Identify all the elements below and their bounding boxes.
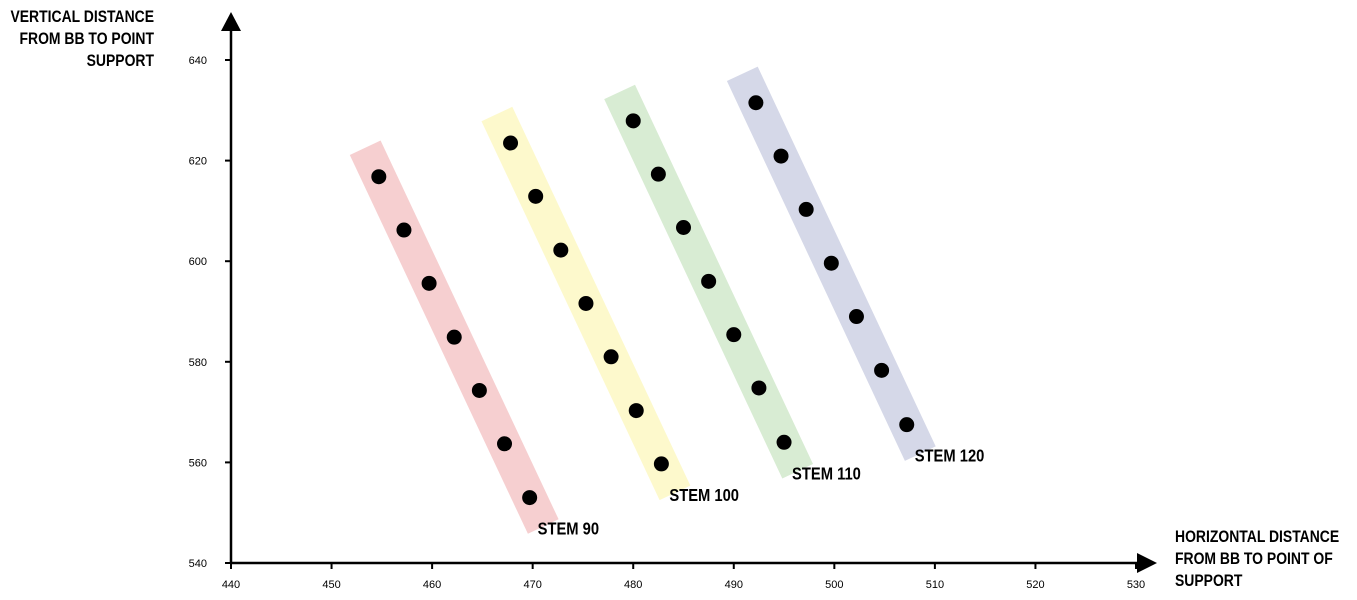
x-tick-label: 460 — [423, 579, 441, 591]
y-axis-title-line: SUPPORT — [86, 51, 154, 70]
x-tick-label: 470 — [523, 579, 541, 591]
series-label: STEM 100 — [669, 486, 739, 506]
x-tick-label: 520 — [1026, 579, 1044, 591]
data-point — [726, 327, 742, 343]
y-axis-title: VERTICAL DISTANCE FROM BB TO POINT SUPPO… — [0, 6, 154, 72]
data-point — [653, 456, 669, 472]
data-point — [497, 436, 513, 452]
x-axis-title-line: HORIZONTAL DISTANCE — [1175, 527, 1340, 546]
data-point — [553, 242, 569, 258]
data-point — [578, 295, 594, 311]
y-axis-arrow-icon — [221, 12, 241, 31]
x-tick-label: 440 — [222, 579, 240, 591]
x-axis-title-line: FROM BB TO POINT OF — [1175, 549, 1333, 568]
y-tick-label: 540 — [189, 558, 207, 570]
x-axis-arrow-icon — [1137, 553, 1157, 573]
x-tick-label: 450 — [322, 579, 340, 591]
x-tick-label: 500 — [825, 579, 843, 591]
y-axis-title-line: FROM BB TO POINT — [19, 29, 154, 48]
data-point — [503, 135, 519, 151]
data-point — [371, 169, 387, 185]
ticks: 440 450 460 470 480 490 500 510 520 530 540 560 580 6… — [189, 55, 1146, 591]
series-label: STEM 110 — [792, 464, 861, 484]
data-point — [701, 273, 717, 289]
x-tick-label: 510 — [926, 579, 944, 591]
y-axis-title-line: VERTICAL DISTANCE — [10, 7, 155, 26]
x-axis-title: HORIZONTAL DISTANCE FROM BB TO POINT OF … — [1175, 526, 1355, 592]
data-point — [798, 201, 814, 217]
x-tick-label: 490 — [725, 579, 743, 591]
data-point — [396, 222, 412, 238]
y-tick-label: 620 — [189, 156, 207, 168]
data-point — [848, 309, 864, 325]
y-tick-label: 640 — [189, 55, 207, 67]
x-axis-title-line: SUPPORT — [1175, 571, 1243, 590]
data-point — [625, 113, 641, 129]
data-point — [650, 166, 666, 182]
series-labels: STEM 90 STEM 100 STEM 110 STEM 120 — [538, 446, 985, 539]
x-tick-label: 480 — [624, 579, 642, 591]
data-points — [371, 95, 915, 506]
data-point — [603, 349, 619, 365]
data-point — [748, 95, 764, 111]
y-tick-label: 580 — [189, 357, 207, 369]
y-tick-label: 600 — [189, 256, 207, 268]
data-point — [421, 275, 437, 291]
data-point — [446, 329, 462, 345]
y-tick-label: 560 — [189, 457, 207, 469]
axes — [221, 12, 1157, 573]
series-label: STEM 120 — [915, 446, 985, 466]
data-point — [676, 219, 691, 235]
data-point — [522, 490, 538, 506]
series-label: STEM 90 — [538, 519, 599, 539]
data-point — [823, 255, 839, 271]
x-tick-label: 530 — [1127, 579, 1145, 591]
data-point — [751, 380, 767, 396]
data-point — [471, 382, 487, 398]
data-point — [773, 148, 789, 164]
data-point — [899, 417, 915, 433]
data-point — [528, 188, 544, 204]
data-point — [628, 403, 644, 419]
data-point — [874, 362, 890, 378]
data-point — [776, 434, 792, 450]
